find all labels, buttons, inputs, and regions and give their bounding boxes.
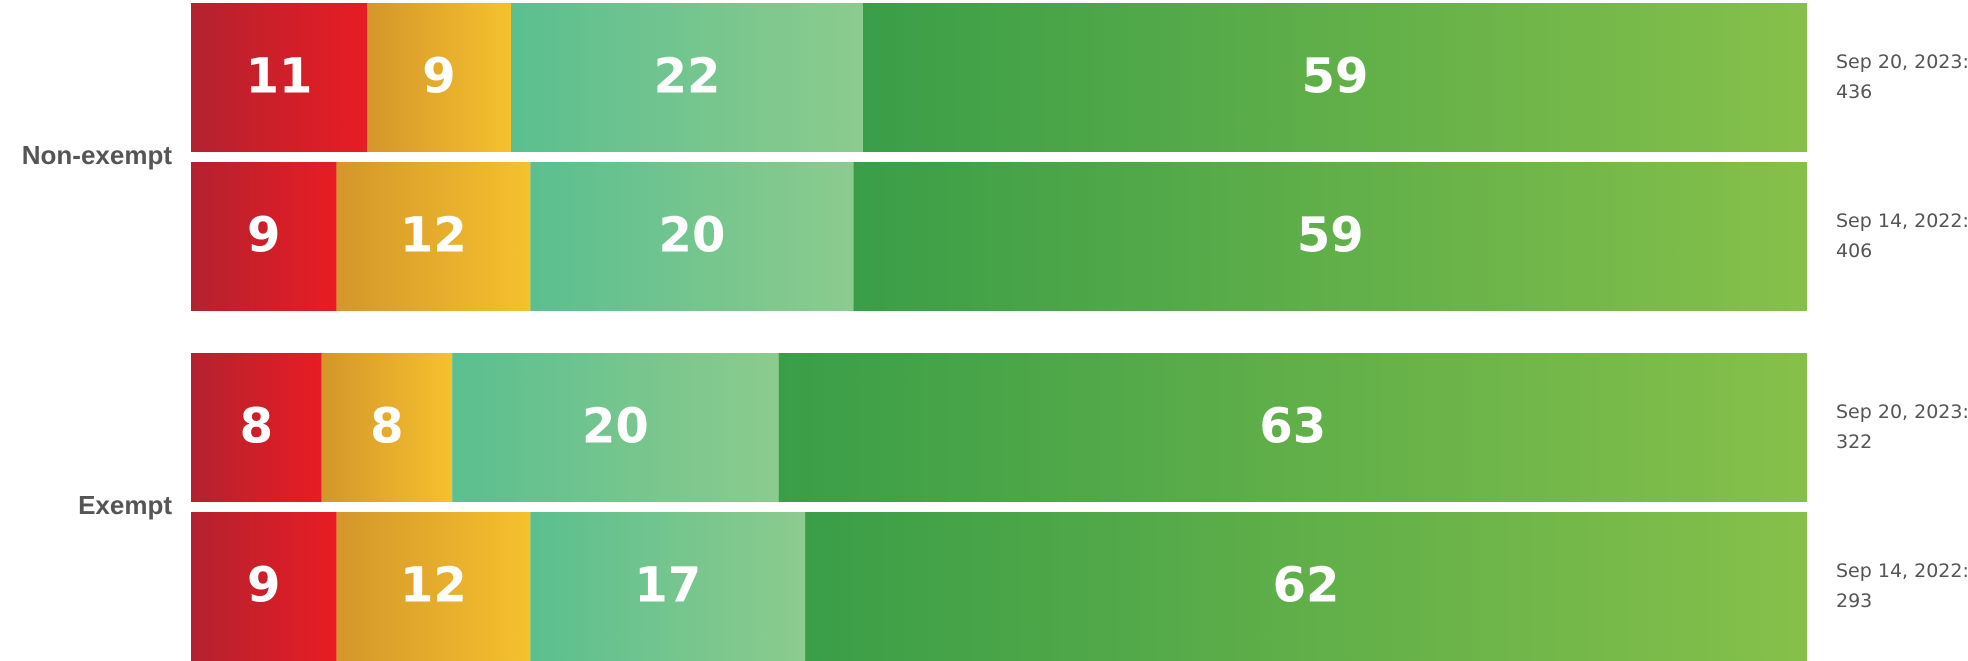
data-label: 12 — [400, 208, 467, 264]
bar-segment — [191, 353, 322, 502]
data-label: 9 — [247, 558, 280, 614]
bar-segment — [367, 3, 511, 152]
bar-segment — [336, 162, 531, 311]
data-label: 12 — [400, 558, 467, 614]
row-date: Sep 20, 2023: — [1836, 401, 1968, 423]
data-label: 20 — [582, 399, 649, 455]
row-date: Sep 14, 2022: — [1836, 210, 1968, 232]
bar-segment — [191, 512, 337, 661]
data-label: 9 — [422, 49, 455, 105]
data-label: 62 — [1273, 558, 1340, 614]
data-label: 59 — [1297, 208, 1364, 264]
row-count: 293 — [1836, 590, 1872, 612]
data-label: 17 — [634, 558, 701, 614]
data-label: 11 — [246, 49, 313, 105]
bar-segment — [778, 353, 1807, 502]
row-count: 406 — [1836, 240, 1872, 262]
row-date: Sep 14, 2022: — [1836, 560, 1968, 582]
bar-segment — [530, 512, 806, 661]
bar-segment — [511, 3, 863, 152]
bar-segment — [863, 3, 1807, 152]
bar-segment — [336, 512, 531, 661]
group-label: Non-exempt — [22, 140, 173, 170]
data-label: 63 — [1259, 399, 1326, 455]
bar-segment — [191, 162, 337, 311]
bar-segment — [191, 3, 367, 152]
bar-segment — [805, 512, 1807, 661]
bar-segment — [452, 353, 779, 502]
row-count: 436 — [1836, 81, 1872, 103]
bar-segment — [321, 353, 453, 502]
data-label: 22 — [654, 49, 721, 105]
data-label: 59 — [1302, 49, 1369, 105]
bar-segment — [853, 162, 1807, 311]
data-label: 20 — [659, 208, 726, 264]
row-count: 322 — [1836, 431, 1872, 453]
data-label: 9 — [247, 208, 280, 264]
group-label: Exempt — [78, 490, 172, 520]
data-label: 8 — [240, 399, 273, 455]
row-date: Sep 20, 2023: — [1836, 51, 1968, 73]
data-label: 8 — [370, 399, 403, 455]
bar-segment — [530, 162, 854, 311]
